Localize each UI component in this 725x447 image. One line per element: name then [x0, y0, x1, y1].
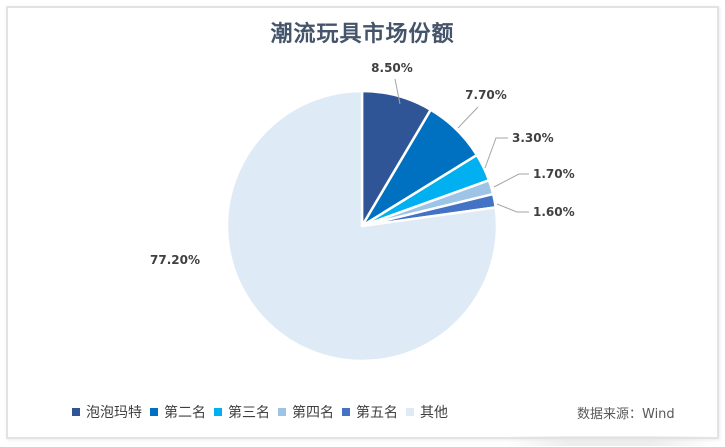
pie-slice-6 [225, 89, 499, 363]
data-label-2: 7.70% [465, 88, 507, 102]
chart-title: 潮流玩具市场份额 [270, 21, 455, 47]
leader-lines [394, 78, 529, 213]
data-label-5: 1.60% [533, 205, 575, 219]
legend-label-5: 第五名 [356, 405, 398, 421]
legend-swatch-2 [150, 408, 158, 416]
legend-label-1: 泡泡玛特 [86, 405, 142, 421]
legend-label-6: 其他 [420, 405, 448, 421]
data-label-1: 8.50% [371, 61, 413, 75]
legend-item-1: 泡泡玛特 [72, 402, 142, 422]
watermark [505, 436, 715, 446]
legend-item-3: 第三名 [214, 402, 270, 422]
legend-label-3: 第三名 [228, 405, 270, 421]
legend-label-2: 第二名 [164, 405, 206, 421]
legend-item-4: 第四名 [278, 402, 334, 422]
data-label-6: 77.20% [150, 253, 200, 267]
legend-swatch-6 [406, 408, 414, 416]
legend-swatch-1 [72, 408, 80, 416]
legend-item-6: 其他 [406, 402, 448, 422]
chart-legend: 泡泡玛特 第二名 第三名 第四名 第五名 其他 [72, 402, 456, 422]
leader-line-3 [484, 137, 508, 169]
pie-slices [225, 89, 499, 363]
data-labels: 8.50% 7.70% 3.30% 1.70% 1.60% 77.20% [150, 61, 575, 267]
legend-item-2: 第二名 [150, 402, 206, 422]
legend-swatch-5 [342, 408, 350, 416]
leader-line-4 [493, 173, 529, 188]
data-label-3: 3.30% [512, 131, 554, 145]
legend-swatch-4 [278, 408, 286, 416]
leader-line-5 [496, 203, 529, 213]
leader-line-2 [457, 106, 479, 129]
data-source-note: 数据来源：Wind [577, 407, 675, 422]
legend-label-4: 第四名 [292, 405, 334, 421]
leader-line-1 [394, 78, 401, 105]
legend-swatch-3 [214, 408, 222, 416]
legend-item-5: 第五名 [342, 402, 398, 422]
data-label-4: 1.70% [533, 167, 575, 181]
